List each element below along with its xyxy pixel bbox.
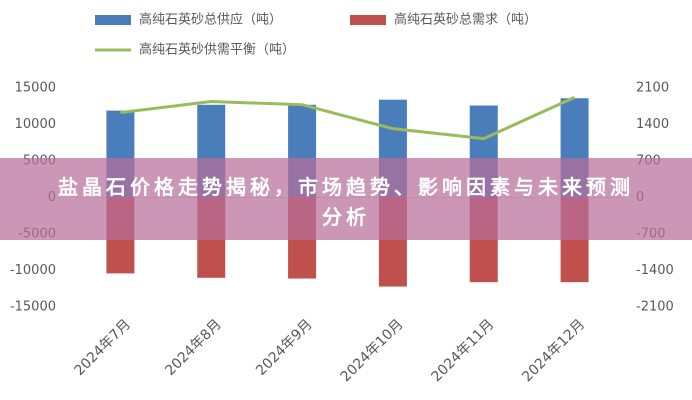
x-tick-label: 2024年7月 — [71, 316, 134, 379]
legend-label: 高纯石英砂总需求（吨） — [394, 12, 537, 28]
x-tick-label: 2024年8月 — [162, 316, 225, 379]
x-tick-label: 2024年11月 — [428, 316, 497, 385]
banner — [0, 158, 692, 240]
legend-label: 高纯石英砂总供应（吨） — [139, 12, 282, 28]
y-tick-label: 10000 — [15, 117, 56, 132]
y2-tick-label: -1400 — [636, 263, 674, 278]
y-tick-label: -10000 — [10, 263, 56, 278]
y2-tick-label: 2100 — [636, 81, 669, 96]
x-tick-label: 2024年10月 — [338, 316, 407, 385]
banner-title: 盐晶石价格走势揭秘，市场趋势、影响因素与未来预测分析 — [58, 175, 634, 229]
y-tick-label: 15000 — [15, 81, 56, 96]
x-tick-label: 2024年12月 — [519, 316, 588, 385]
legend-label: 高纯石英砂供需平衡（吨） — [139, 42, 295, 58]
y2-tick-label: -2100 — [636, 300, 674, 315]
y-tick-label: -15000 — [10, 300, 56, 315]
legend-swatch — [95, 15, 131, 25]
legend-swatch — [350, 15, 386, 25]
y2-tick-label: 1400 — [636, 117, 669, 132]
line — [120, 96, 576, 141]
x-tick-label: 2024年9月 — [253, 316, 316, 379]
